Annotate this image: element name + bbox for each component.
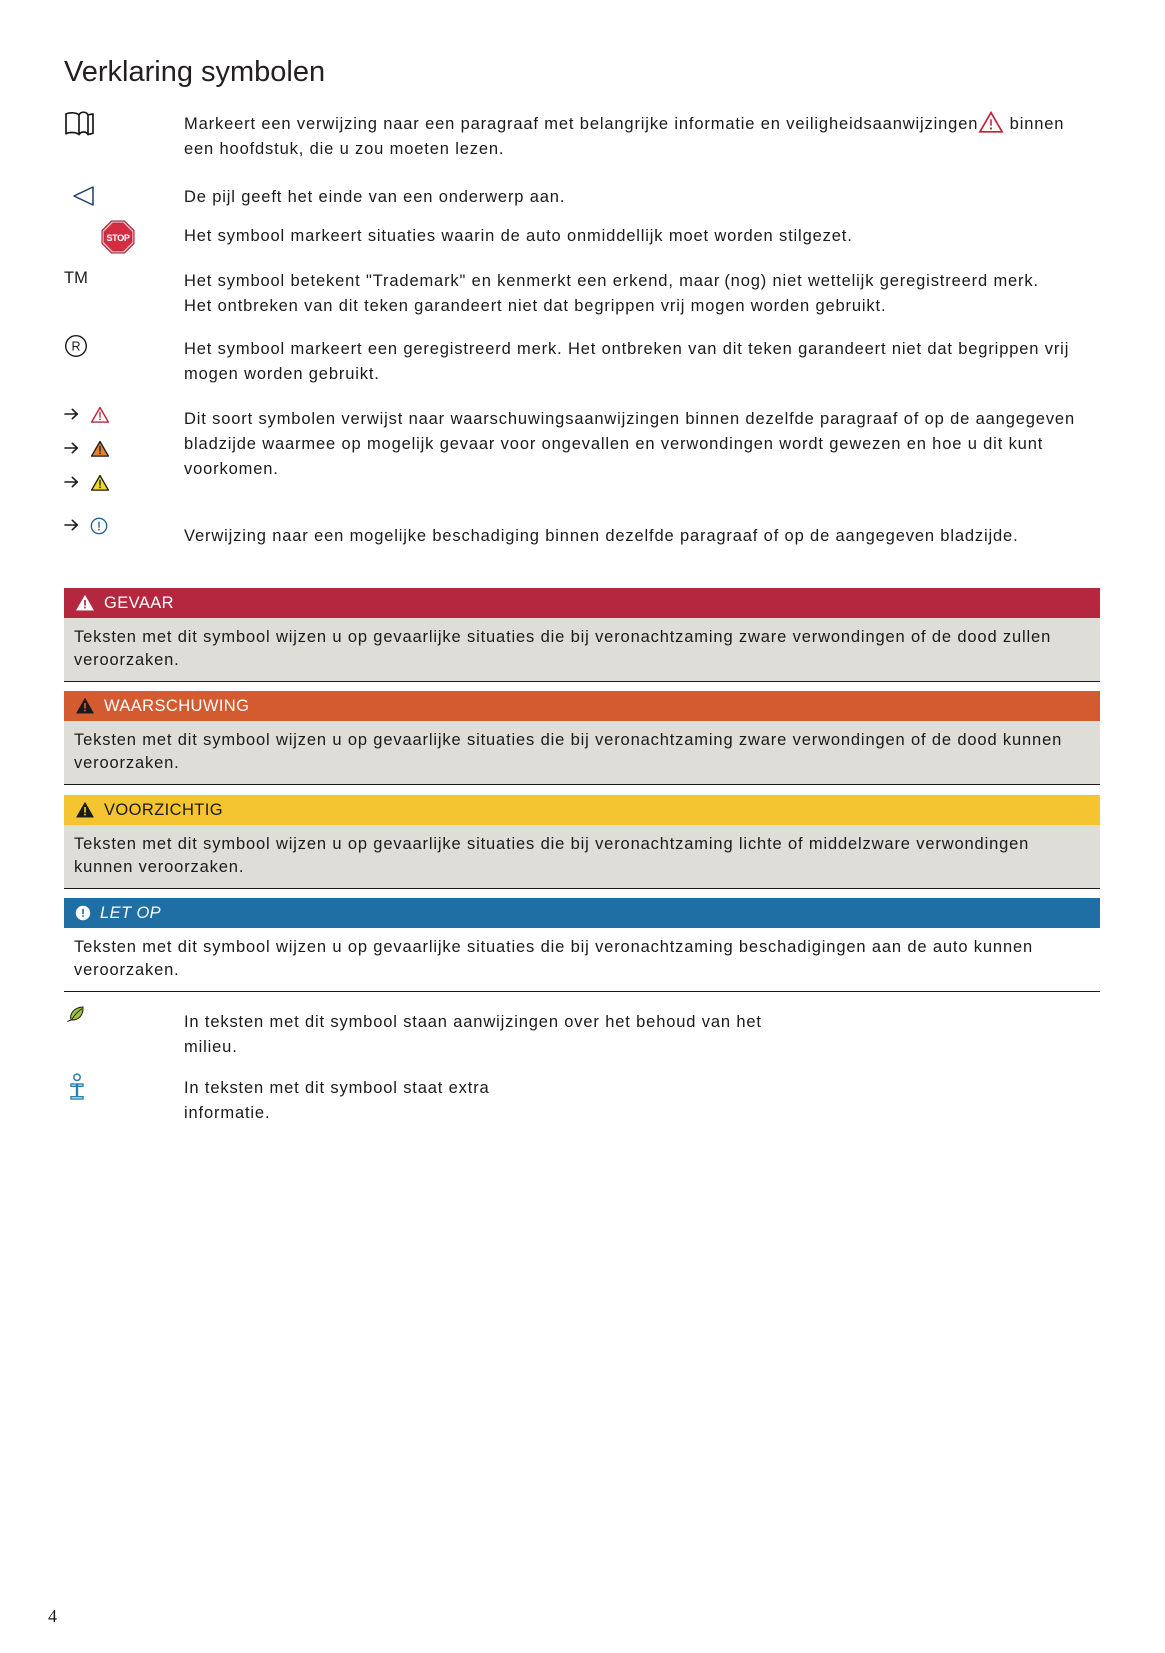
svg-text:R: R: [71, 340, 80, 354]
svg-text:STOP: STOP: [107, 233, 130, 243]
